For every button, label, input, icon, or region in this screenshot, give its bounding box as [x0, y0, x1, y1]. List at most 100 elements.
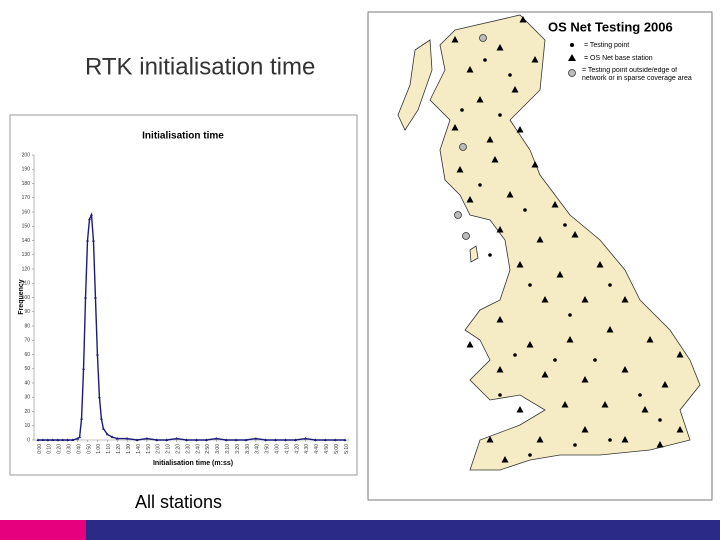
base-station	[581, 376, 589, 383]
base-station	[466, 196, 474, 203]
x-tick-label: 3:00	[215, 444, 221, 454]
base-station	[511, 86, 519, 93]
series-marker	[84, 295, 88, 299]
map	[397, 14, 701, 471]
series-marker	[303, 436, 307, 440]
caption: All stations	[135, 492, 222, 512]
x-tick-label: 3:50	[265, 444, 271, 454]
x-tick-label: 3:30	[245, 444, 251, 454]
base-station	[496, 44, 504, 51]
series-marker	[51, 438, 55, 441]
legend-note: = Testing point outside/edge of network …	[582, 67, 692, 82]
legend-triangle	[568, 54, 576, 61]
series-marker	[95, 352, 99, 356]
series-marker	[115, 436, 119, 440]
base-station	[456, 166, 464, 173]
legend-ring	[568, 69, 576, 77]
testing-point	[563, 223, 567, 227]
x-tick-label: 2:30	[185, 444, 191, 454]
y-tick-label: 190	[22, 167, 31, 173]
y-tick-label: 10	[24, 423, 30, 429]
testing-point	[488, 253, 492, 257]
y-tick-label: 200	[22, 152, 31, 158]
y-tick-label: 50	[24, 366, 30, 372]
base-station	[536, 236, 544, 243]
series-marker	[214, 436, 218, 440]
series-marker	[80, 417, 84, 420]
x-tick-label: 0:20	[57, 444, 63, 454]
base-station	[601, 401, 609, 408]
base-station	[561, 401, 569, 408]
y-tick-label: 90	[24, 309, 30, 315]
base-station	[551, 201, 559, 208]
base-station	[676, 351, 684, 358]
x-tick-label: 4:50	[324, 444, 330, 454]
x-tick-label: 1:50	[146, 444, 152, 454]
y-tick-label: 170	[22, 195, 31, 201]
base-station	[581, 426, 589, 433]
x-tick-label: 2:00	[156, 444, 162, 454]
base-station	[541, 371, 549, 378]
base-station	[621, 366, 629, 373]
series-marker	[99, 417, 103, 420]
series-marker	[274, 438, 278, 441]
base-station	[506, 191, 514, 198]
series-marker	[293, 438, 297, 441]
x-tick-label: 3:20	[235, 444, 241, 454]
base-station	[541, 296, 549, 303]
base-station	[451, 124, 459, 131]
testing-point	[528, 453, 532, 457]
series-marker	[185, 438, 189, 441]
testing-point	[483, 58, 487, 62]
y-tick-label: 80	[24, 323, 30, 329]
great-britain	[429, 14, 701, 471]
series-marker	[46, 438, 50, 441]
series-marker	[71, 438, 75, 441]
base-station	[556, 271, 564, 278]
testing-point	[528, 283, 532, 287]
y-tick-label: 0	[27, 437, 30, 443]
series-marker	[101, 427, 105, 430]
y-tick-label: 130	[22, 252, 31, 258]
x-tick-label: 2:10	[166, 444, 172, 454]
x-tick-label: 5:00	[334, 444, 340, 454]
base-station	[596, 261, 604, 268]
testing-point	[658, 418, 662, 422]
base-station	[516, 126, 524, 133]
outer-hebrides	[397, 39, 433, 131]
x-tick-label: 1:40	[136, 444, 142, 454]
series-marker	[66, 438, 70, 441]
base-station	[466, 341, 474, 348]
series-marker	[333, 438, 337, 441]
testing-point	[608, 438, 612, 442]
chart-title: Initialisation time	[142, 131, 224, 142]
testing-point	[498, 113, 502, 117]
testing-point	[478, 183, 482, 187]
series-marker	[244, 438, 248, 441]
series-marker	[175, 436, 179, 440]
series-marker	[61, 438, 65, 441]
base-station	[656, 441, 664, 448]
y-axis-label: Frequency	[18, 279, 25, 315]
legend-label: = Testing point outside/edge of network …	[582, 67, 692, 82]
series-marker	[165, 438, 169, 441]
edge-point	[462, 232, 470, 240]
x-tick-label: 0:10	[47, 444, 53, 454]
base-station	[621, 296, 629, 303]
series-marker	[93, 295, 97, 299]
base-station	[496, 226, 504, 233]
edge-point	[479, 34, 487, 42]
base-station	[661, 381, 669, 388]
series-marker	[56, 438, 60, 441]
x-tick-label: 4:10	[284, 444, 290, 454]
testing-point	[513, 353, 517, 357]
y-tick-label: 40	[24, 380, 30, 386]
testing-point	[523, 208, 527, 212]
x-tick-label: 0:30	[67, 444, 73, 454]
edge-point	[459, 143, 467, 151]
legend-dot	[570, 43, 574, 47]
series-marker	[234, 438, 238, 441]
series-marker	[343, 438, 347, 441]
base-station	[486, 436, 494, 443]
